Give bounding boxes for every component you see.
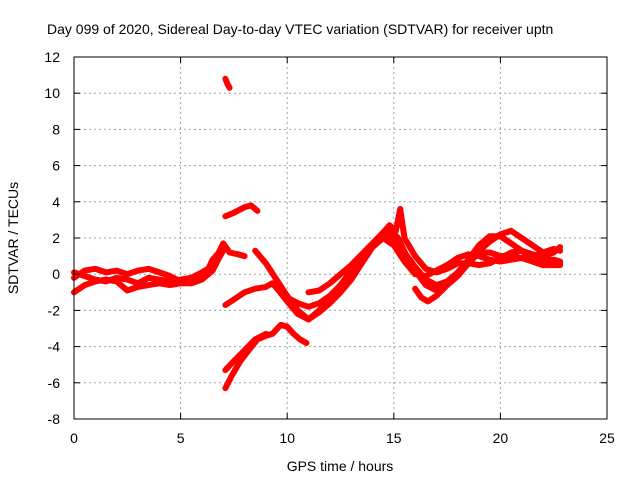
series-satellite-i	[252, 227, 564, 323]
y-tick-label: -4	[48, 339, 61, 355]
y-tick-label: 8	[52, 121, 60, 137]
y-tick-label: 6	[52, 158, 60, 174]
y-tick-label: 2	[52, 230, 60, 246]
series-satellite-d	[222, 75, 233, 91]
series-satellite-c	[71, 244, 227, 287]
x-tick-label: 10	[279, 430, 295, 446]
y-tick-label: -6	[48, 375, 61, 391]
x-tick-label: 25	[599, 430, 615, 446]
y-tick-label: -8	[48, 411, 61, 427]
y-axis-label: SDTVAR / TECUs	[5, 182, 21, 294]
data-series	[71, 75, 564, 392]
x-tick-label: 20	[493, 430, 509, 446]
y-tick-label: -2	[48, 302, 61, 318]
y-tick-label: 4	[52, 194, 60, 210]
x-tick-label: 0	[70, 430, 78, 446]
series-satellite-g	[222, 321, 310, 392]
y-tick-label: 10	[44, 85, 60, 101]
series-satellite-e	[222, 202, 261, 220]
series-satellite-j	[273, 235, 564, 310]
y-tick-label: 12	[44, 49, 60, 65]
x-tick-label: 15	[386, 430, 402, 446]
x-tick-label: 5	[177, 430, 185, 446]
axis-tick-labels: 0 5 10 15 20 25 -8 -6 -4 -2 0 2 4 6 8 10 12	[44, 49, 615, 446]
series-satellite-l	[412, 233, 564, 305]
series-satellite-h	[222, 330, 269, 374]
axis-ticks	[73, 56, 608, 420]
chart-title: Day 099 of 2020, Sidereal Day-to-day VTE…	[47, 21, 553, 37]
y-tick-label: 0	[52, 266, 60, 282]
x-axis-label: GPS time / hours	[287, 458, 394, 474]
